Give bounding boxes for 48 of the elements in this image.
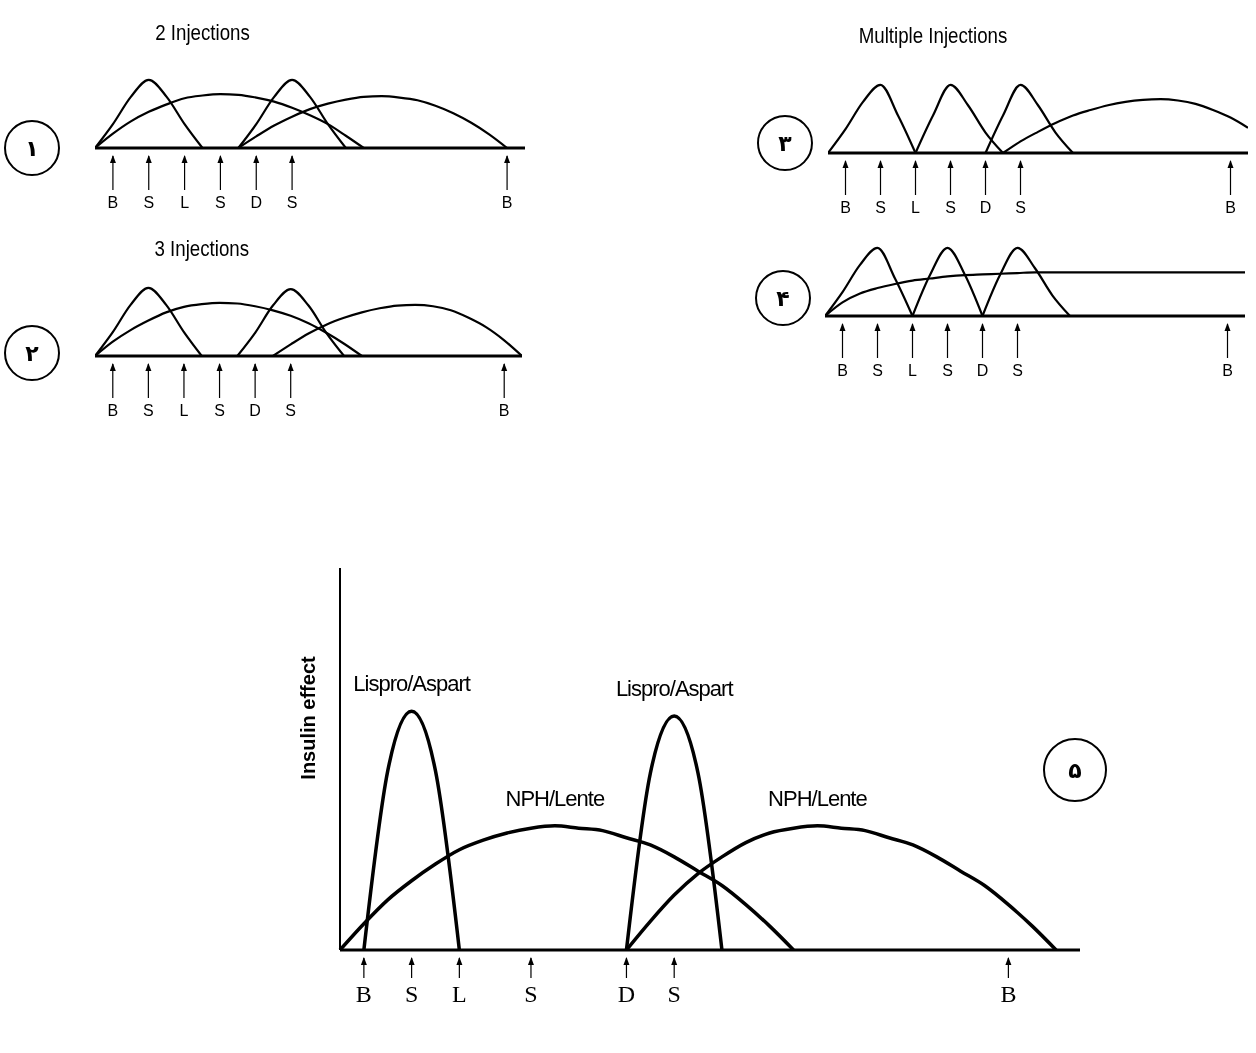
x-tick-label: S <box>143 402 154 419</box>
x-tick-label: B <box>501 194 513 211</box>
x-tick-label: S <box>286 194 298 211</box>
chart-title: 3 Injections <box>153 236 251 262</box>
x-tick-label: B <box>107 402 119 419</box>
circle-outline: ۲ <box>4 325 60 381</box>
x-tick-label: S <box>875 199 886 216</box>
x-tick-label: L <box>452 981 467 1007</box>
x-tick-label: S <box>285 402 297 419</box>
circle-outline: ۱ <box>4 120 60 176</box>
x-tick-label: S <box>214 402 225 419</box>
series-label: NPH/Lente <box>768 785 867 812</box>
x-tick-label: D <box>979 199 992 216</box>
x-tick-label: S <box>215 194 226 211</box>
x-tick-label: S <box>404 981 419 1007</box>
x-tick-label: S <box>872 362 883 379</box>
x-tick-label: S <box>945 199 956 216</box>
x-tick-label: L <box>908 362 918 379</box>
x-tick-label: S <box>667 981 681 1007</box>
x-tick-label: B <box>840 199 851 216</box>
series-label: Lispro/Aspart <box>353 671 470 698</box>
x-tick-label: B <box>1225 199 1236 216</box>
circle-outline: ۳ <box>757 115 813 171</box>
x-tick-label: B <box>355 981 372 1007</box>
y-axis-title: Insulin effect <box>296 656 320 780</box>
x-tick-label: L <box>180 194 190 211</box>
x-tick-label: B <box>107 194 119 211</box>
x-tick-label: S <box>524 981 538 1007</box>
x-tick-label: D <box>250 194 263 211</box>
x-tick-label: B <box>1222 362 1233 379</box>
x-tick-label: B <box>498 402 510 419</box>
x-tick-label: D <box>976 362 989 379</box>
x-tick-label: S <box>942 362 953 379</box>
x-tick-label: S <box>1015 199 1026 216</box>
x-tick-label: L <box>179 402 189 419</box>
x-tick-label: L <box>911 199 921 216</box>
x-tick-label: D <box>249 402 261 419</box>
x-tick-label: S <box>143 194 155 211</box>
x-tick-label: D <box>617 981 636 1007</box>
circle-outline: ۴ <box>755 270 811 326</box>
chart-title: Multiple Injections <box>857 23 1009 49</box>
x-tick-label: S <box>1012 362 1023 379</box>
circle-outline: ۵ <box>1043 738 1107 802</box>
series-label: Lispro/Aspart <box>615 676 733 703</box>
series-label: NPH/Lente <box>505 785 605 812</box>
x-tick-label: B <box>1000 981 1017 1007</box>
x-tick-label: B <box>837 362 848 379</box>
chart-title: 2 Injections <box>154 20 251 46</box>
